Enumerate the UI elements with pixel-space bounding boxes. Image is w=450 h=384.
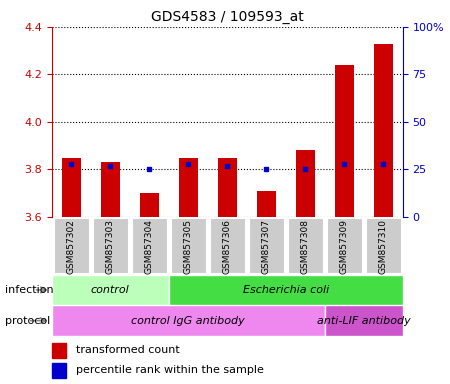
FancyBboxPatch shape [52,275,169,305]
Bar [52,343,66,358]
Title: GDS4583 / 109593_at: GDS4583 / 109593_at [151,10,304,25]
Text: GSM857307: GSM857307 [262,219,271,274]
Text: GSM857309: GSM857309 [340,219,349,274]
Text: GSM857304: GSM857304 [145,219,154,274]
Text: GSM857305: GSM857305 [184,219,193,274]
FancyBboxPatch shape [171,218,206,273]
Text: control: control [91,285,130,295]
Text: protocol: protocol [4,316,50,326]
FancyBboxPatch shape [54,218,89,273]
Text: GSM857310: GSM857310 [379,219,388,274]
Text: percentile rank within the sample: percentile rank within the sample [76,366,264,376]
FancyBboxPatch shape [93,218,128,273]
Text: control IgG antibody: control IgG antibody [131,316,245,326]
Bar [256,191,276,217]
FancyBboxPatch shape [132,218,167,273]
Bar [179,157,198,217]
FancyBboxPatch shape [210,218,245,273]
Bar [374,43,393,217]
Text: transformed count: transformed count [76,345,180,355]
FancyBboxPatch shape [169,275,403,305]
Bar [334,65,354,217]
Text: GSM857308: GSM857308 [301,219,310,274]
Bar [217,157,237,217]
Text: GSM857302: GSM857302 [67,219,76,274]
Bar [100,162,120,217]
Text: Escherichia coli: Escherichia coli [243,285,329,295]
Bar [296,151,315,217]
FancyBboxPatch shape [327,218,362,273]
FancyBboxPatch shape [325,305,403,336]
Text: infection: infection [4,285,53,295]
FancyBboxPatch shape [288,218,323,273]
Bar [52,363,66,378]
Text: GSM857303: GSM857303 [106,219,115,274]
FancyBboxPatch shape [249,218,284,273]
Bar [140,193,159,217]
FancyBboxPatch shape [366,218,401,273]
Bar [62,157,81,217]
FancyBboxPatch shape [52,305,325,336]
Text: anti-LIF antibody: anti-LIF antibody [317,316,410,326]
Text: GSM857306: GSM857306 [223,219,232,274]
